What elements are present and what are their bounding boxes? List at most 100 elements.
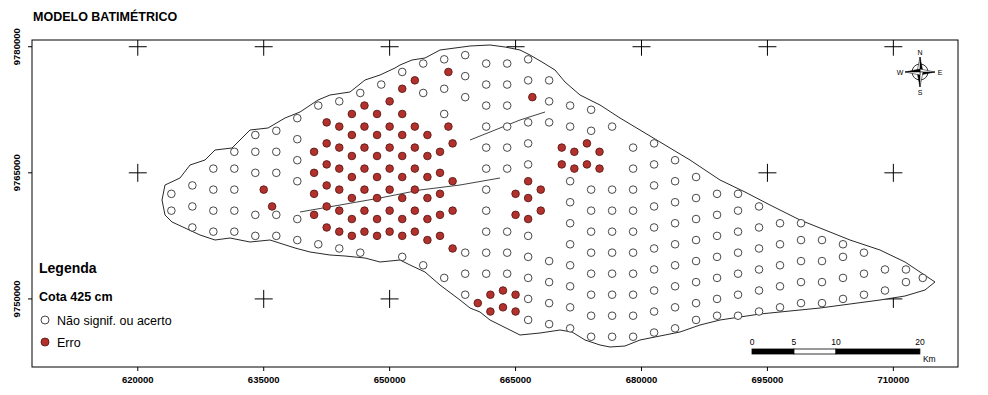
point (571, 148, 579, 156)
point (692, 236, 700, 244)
point (482, 102, 490, 110)
point (755, 203, 763, 211)
y-tick (28, 46, 32, 47)
compass-label: N (917, 49, 922, 56)
point (587, 127, 595, 135)
point (566, 102, 574, 110)
x-tick-label: 665000 (500, 374, 532, 385)
point (323, 119, 331, 127)
point (650, 224, 658, 232)
point (335, 228, 343, 236)
compass-label: S (918, 89, 923, 96)
scale-label: 10 (831, 337, 841, 347)
point (499, 304, 507, 312)
point (524, 316, 532, 324)
scale-label: 0 (750, 337, 755, 347)
point (436, 190, 444, 198)
point (524, 232, 532, 240)
grid-cross (632, 40, 650, 56)
point (537, 207, 545, 215)
point (461, 93, 469, 101)
point (419, 60, 427, 68)
point (524, 253, 532, 261)
point (411, 228, 419, 236)
point (348, 152, 356, 160)
point (587, 291, 595, 299)
map-chart: MODELO BATIMÉTRICO6200006350006500006650… (0, 0, 988, 395)
point (440, 274, 448, 282)
point (398, 131, 406, 139)
point (482, 228, 490, 236)
point (608, 207, 616, 215)
point (386, 98, 394, 106)
point (273, 169, 281, 177)
scale-label: 20 (915, 337, 925, 347)
point (348, 173, 356, 181)
point (461, 72, 469, 80)
point (461, 249, 469, 257)
point (797, 299, 805, 307)
plot-frame (32, 40, 958, 367)
point (419, 89, 427, 97)
point (713, 190, 721, 198)
x-tick (515, 367, 516, 371)
title: MODELO BATIMÉTRICO (33, 9, 177, 24)
legend-marker (41, 338, 49, 346)
point (293, 156, 301, 164)
scale-label: 5 (792, 337, 797, 347)
point (671, 219, 679, 227)
point (692, 194, 700, 202)
point (524, 215, 532, 223)
grid-cross (884, 164, 902, 182)
point (386, 144, 394, 152)
point (650, 161, 658, 169)
point (734, 207, 742, 215)
point (411, 123, 419, 131)
point (512, 308, 520, 316)
y-tick-label: 9780000 (11, 28, 22, 65)
point (189, 203, 197, 211)
point (818, 299, 826, 307)
point (608, 312, 616, 320)
point (386, 165, 394, 173)
point (398, 85, 406, 93)
point (755, 266, 763, 274)
point (373, 173, 381, 181)
point (713, 232, 721, 240)
point (587, 270, 595, 278)
point (293, 236, 301, 244)
point (386, 186, 394, 194)
point (449, 140, 457, 148)
point (361, 165, 369, 173)
point (436, 232, 444, 240)
point (818, 236, 826, 244)
compass-label: W (897, 69, 904, 76)
point (273, 127, 281, 135)
point (503, 60, 511, 68)
point (503, 165, 511, 173)
point (168, 190, 176, 198)
x-tick-label: 650000 (374, 374, 406, 385)
point (310, 148, 318, 156)
point (608, 123, 616, 131)
point (587, 312, 595, 320)
point (373, 194, 381, 202)
scale-segment (752, 349, 794, 354)
point (558, 161, 566, 169)
point (545, 98, 553, 106)
point (524, 119, 532, 127)
point (671, 240, 679, 248)
point (671, 198, 679, 206)
point (482, 249, 490, 257)
point (424, 131, 432, 139)
y-tick-label: 9765000 (11, 154, 22, 191)
point (424, 215, 432, 223)
point (482, 123, 490, 131)
point (482, 165, 490, 173)
point (335, 165, 343, 173)
point (650, 266, 658, 274)
point (323, 203, 331, 211)
point (713, 312, 721, 320)
point (596, 165, 604, 173)
grid-cross (255, 40, 273, 56)
